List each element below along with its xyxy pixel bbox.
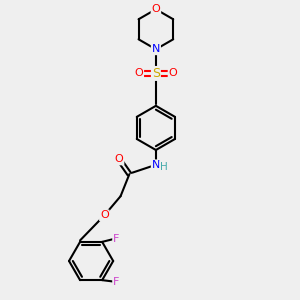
Text: S: S: [152, 67, 160, 80]
Text: N: N: [152, 160, 160, 170]
Text: F: F: [113, 234, 119, 244]
Text: O: O: [152, 4, 160, 14]
Text: O: O: [100, 210, 109, 220]
Text: O: O: [169, 68, 177, 78]
Text: N: N: [152, 44, 160, 54]
Text: H: H: [160, 162, 168, 172]
Text: O: O: [134, 68, 143, 78]
Text: F: F: [113, 277, 119, 286]
Text: O: O: [115, 154, 124, 164]
